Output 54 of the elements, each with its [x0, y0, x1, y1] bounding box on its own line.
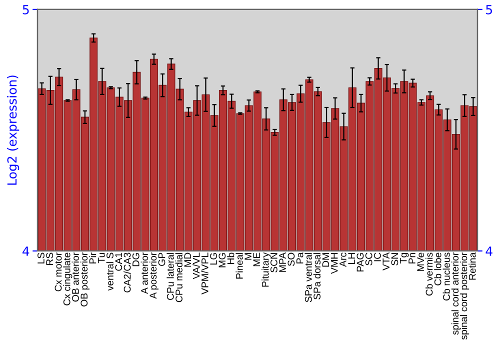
x-tick-label: Pn	[408, 252, 416, 264]
x-tick-label: Pir	[89, 252, 96, 264]
x-tick-label: CPu lateral	[166, 252, 174, 300]
x-tick-label: M	[244, 253, 252, 260]
x-tick-label: SN	[391, 253, 398, 266]
y-axis-title: Log2 (expression)	[7, 76, 20, 185]
x-tick-label: Pineal	[236, 252, 243, 279]
x-tick-label: MG	[218, 253, 226, 268]
x-tick-label: Cb lobe	[434, 252, 442, 286]
x-tick-label: SC	[365, 252, 372, 266]
y2-tick-label: 5	[486, 5, 492, 14]
x-tick-label: LH	[348, 253, 355, 264]
x-tick-label: Retina	[468, 252, 476, 280]
x-tick-label: CA2/CA3	[124, 252, 131, 292]
x-tick-label: MD	[184, 252, 191, 267]
x-tick-label: SCN	[270, 253, 278, 272]
x-tick-label: GP	[158, 252, 166, 266]
x-tick-label: Cb vermis	[426, 252, 433, 296]
x-tick-label: PAG	[356, 253, 364, 272]
x-tick-label: Cx cingulate	[63, 252, 72, 306]
x-tick-label: Pituitary	[262, 252, 271, 287]
x-tick-label: Tg	[400, 252, 409, 264]
x-tick-label: VA/VL	[192, 252, 200, 280]
x-tick-label: RS	[46, 252, 54, 266]
x-tick-label: CA1	[115, 252, 122, 271]
x-tick-label: Hb	[227, 252, 234, 264]
x-tick-label: SO	[288, 252, 295, 266]
x-tick-label: IC	[374, 252, 381, 262]
x-tick-label: A anterior	[140, 252, 148, 294]
x-tick-label: Pa	[296, 252, 304, 264]
x-tick-label: OB posterior	[80, 252, 90, 306]
x-tick-label: ME	[253, 252, 260, 266]
x-tick-label: spinal cord posterior	[460, 252, 470, 340]
x-tick-label: A posterior	[149, 252, 158, 299]
x-tick-label: DM	[322, 253, 330, 267]
x-tick-label: ventral S	[106, 252, 114, 291]
x-tick-label: DG	[132, 253, 140, 266]
x-tick-label: Cx motor	[54, 252, 62, 292]
y2-tick-label: 4	[486, 246, 492, 256]
x-tick-label: SPa dorsal	[313, 252, 320, 300]
x-tick-label: spinal cord anterior	[451, 252, 460, 335]
x-tick-label: Tu	[98, 252, 105, 264]
x-tick-label: LS	[38, 252, 44, 264]
x-tick-label: LG	[210, 253, 217, 265]
x-tick-label: SPa ventral	[304, 252, 312, 302]
x-tick-label: VTA	[382, 252, 390, 270]
x-tick-label: OB anterior	[72, 252, 79, 302]
x-tick-label: MVe	[417, 252, 424, 271]
x-tick-label: CPu medial	[175, 252, 182, 302]
x-tick-label: MPA	[279, 252, 286, 272]
x-tick-label: VPM/VPL	[201, 252, 208, 294]
x-tick-label: Arc	[340, 252, 346, 267]
x-tick-label: VMH	[330, 253, 338, 274]
x-tick-label: Cb nucleus	[442, 252, 450, 300]
